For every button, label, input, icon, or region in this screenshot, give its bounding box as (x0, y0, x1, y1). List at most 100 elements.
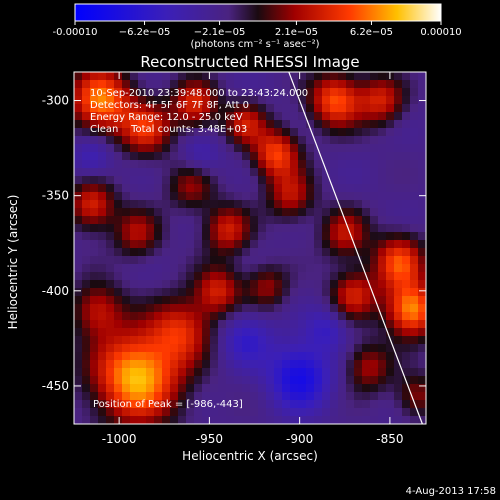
heatmap-cell (210, 360, 219, 369)
heatmap-cell (338, 176, 347, 185)
heatmap-cell (138, 112, 147, 121)
heatmap-cell (194, 416, 203, 424)
heatmap-cell (218, 248, 227, 257)
heatmap-cell (410, 320, 419, 329)
heatmap-cell (242, 232, 251, 241)
heatmap-cell (210, 312, 219, 321)
heatmap-cell (186, 168, 195, 177)
heatmap-cell (306, 368, 315, 377)
heatmap-cell (298, 248, 307, 257)
heatmap-cell (282, 120, 291, 129)
heatmap-cell (346, 216, 355, 225)
heatmap-cell (282, 216, 291, 225)
heatmap-cell (154, 80, 163, 89)
heatmap-cell (378, 232, 387, 241)
heatmap-cell (266, 248, 275, 257)
heatmap-cell (202, 272, 211, 281)
heatmap-cell (290, 376, 299, 385)
heatmap-cell (114, 184, 123, 193)
heatmap-cell (226, 88, 235, 97)
heatmap-cell (338, 160, 347, 169)
heatmap-cell (362, 200, 371, 209)
heatmap-cell (202, 384, 211, 393)
heatmap-cell (186, 208, 195, 217)
heatmap-cell (378, 192, 387, 201)
heatmap-cell (210, 224, 219, 233)
heatmap-cell (346, 408, 355, 417)
heatmap-cell (338, 168, 347, 177)
heatmap-cell (330, 256, 339, 265)
heatmap-cell (210, 96, 219, 105)
heatmap-cell (266, 208, 275, 217)
heatmap-cell (330, 416, 339, 424)
heatmap-cell (242, 112, 251, 121)
heatmap-cell (226, 104, 235, 113)
heatmap-cell (394, 104, 403, 113)
heatmap-cell (386, 192, 395, 201)
heatmap-cell (194, 320, 203, 329)
heatmap-cell (306, 120, 315, 129)
heatmap-cell (266, 408, 275, 417)
heatmap-cell (194, 280, 203, 289)
heatmap-cell (378, 120, 387, 129)
heatmap-cell (330, 352, 339, 361)
heatmap-cell (146, 104, 155, 113)
heatmap-cell (258, 336, 267, 345)
heatmap-cell (162, 264, 171, 273)
heatmap-cell (130, 176, 139, 185)
heatmap-cell (98, 416, 107, 424)
heatmap-cell (410, 376, 419, 385)
heatmap-cell (402, 408, 411, 417)
heatmap-cell (82, 336, 91, 345)
heatmap-cell (194, 336, 203, 345)
heatmap-cell (322, 80, 331, 89)
heatmap-cell (234, 304, 243, 313)
heatmap-cell (362, 168, 371, 177)
heatmap-cell (170, 80, 179, 89)
heatmap-cell (338, 88, 347, 97)
heatmap-cell (418, 256, 426, 265)
heatmap-cell (354, 264, 363, 273)
heatmap-cell (314, 304, 323, 313)
colorbar-units: (photons cm⁻² s⁻¹ asec⁻²) (190, 39, 319, 50)
heatmap-cell (362, 208, 371, 217)
heatmap-cell (346, 416, 355, 424)
heatmap-cell (386, 152, 395, 161)
heatmap-cell (146, 376, 155, 385)
heatmap-cell (378, 144, 387, 153)
heatmap-cell (162, 160, 171, 169)
heatmap-cell (74, 304, 83, 313)
heatmap-cell (306, 392, 315, 401)
heatmap-cell (378, 360, 387, 369)
heatmap-cell (202, 184, 211, 193)
heatmap-cell (154, 200, 163, 209)
heatmap-cell (258, 400, 267, 409)
heatmap-cell (330, 184, 339, 193)
heatmap-cell (90, 368, 99, 377)
heatmap-cell (130, 392, 139, 401)
heatmap-cell (394, 88, 403, 97)
heatmap-cell (386, 376, 395, 385)
heatmap-cell (138, 400, 147, 409)
heatmap-cell (226, 128, 235, 137)
heatmap-cell (226, 376, 235, 385)
heatmap-cell (330, 408, 339, 417)
heatmap-cell (138, 104, 147, 113)
heatmap-cell (122, 328, 131, 337)
heatmap-cell (338, 152, 347, 161)
heatmap-cell (90, 80, 99, 89)
heatmap-cell (154, 296, 163, 305)
heatmap-cell (378, 168, 387, 177)
heatmap-cell (330, 136, 339, 145)
heatmap-cell (322, 296, 331, 305)
colorbar-tick-label: 2.1e−05 (275, 27, 318, 38)
heatmap-cell (114, 256, 123, 265)
heatmap-cell (130, 280, 139, 289)
heatmap-cell (234, 352, 243, 361)
heatmap-cell (298, 256, 307, 265)
heatmap-cell (410, 120, 419, 129)
heatmap-cell (178, 136, 187, 145)
heatmap-cell (298, 312, 307, 321)
heatmap-cell (74, 272, 83, 281)
heatmap-cell (338, 376, 347, 385)
